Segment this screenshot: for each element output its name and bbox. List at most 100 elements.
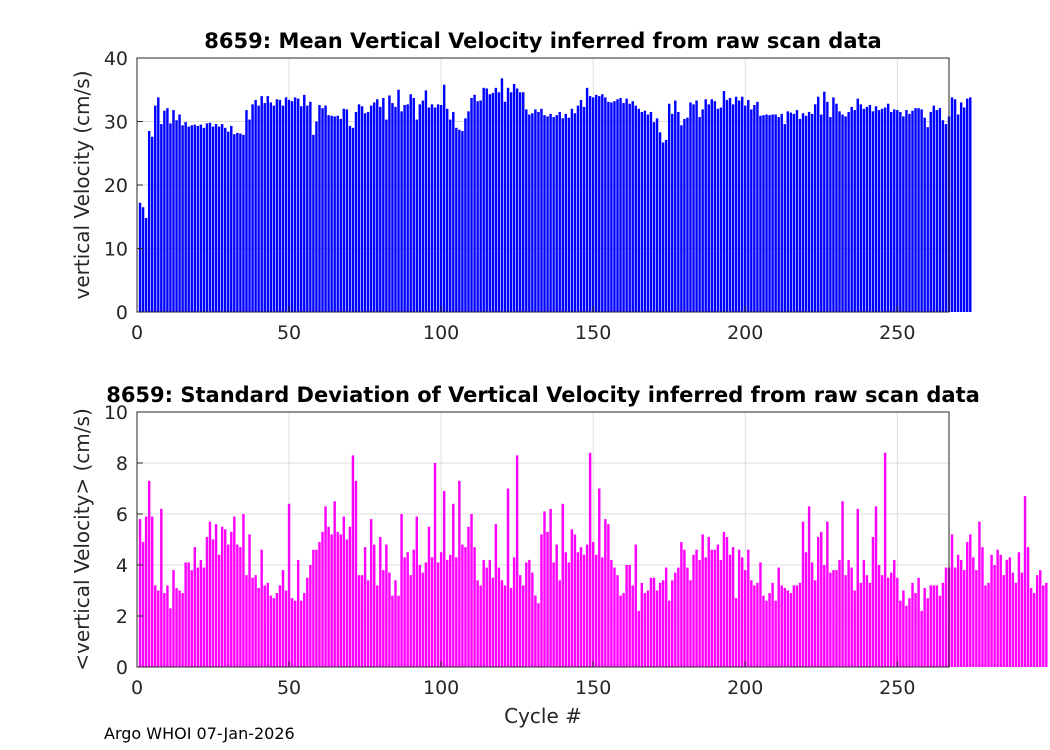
bar: [935, 110, 939, 312]
bar: [394, 106, 397, 313]
bar: [823, 91, 826, 312]
bar: [658, 582, 662, 667]
bar: [750, 109, 753, 312]
bar: [263, 103, 266, 312]
bar: [786, 590, 790, 667]
x-tick-label: 0: [131, 322, 143, 344]
bar: [674, 100, 677, 312]
bar: [360, 106, 364, 312]
bar: [515, 88, 519, 312]
bar: [339, 118, 342, 313]
x-tick-label: 100: [423, 677, 459, 699]
bar: [351, 455, 355, 667]
bar: [363, 113, 367, 312]
bar: [190, 125, 193, 312]
bar: [823, 565, 826, 667]
bar: [205, 123, 209, 312]
bar: [157, 590, 160, 667]
bar: [138, 519, 142, 667]
bar: [473, 94, 476, 312]
y-tick-label: 2: [116, 606, 128, 628]
bar: [582, 554, 586, 667]
bar: [248, 534, 251, 667]
bar: [449, 119, 452, 312]
bar: [309, 565, 312, 667]
bar: [689, 102, 692, 312]
bar: [214, 124, 218, 312]
bar: [683, 549, 686, 667]
bar: [290, 101, 294, 313]
bar: [217, 126, 221, 312]
bar: [886, 103, 890, 312]
bar: [868, 104, 872, 313]
bar: [561, 503, 564, 667]
bar: [1035, 575, 1039, 667]
y-axis-label: <vertical Velocity> (cm/s): [70, 408, 94, 671]
bar: [150, 136, 154, 312]
bar: [719, 559, 723, 667]
bar: [862, 559, 866, 667]
bar: [680, 125, 683, 312]
bar: [193, 124, 196, 312]
bar: [327, 526, 330, 667]
bar: [482, 559, 485, 667]
bar: [591, 97, 595, 313]
bar: [817, 96, 820, 313]
bar: [783, 587, 786, 667]
bar: [941, 582, 945, 667]
bar: [975, 570, 978, 667]
bar: [710, 549, 713, 667]
bar: [242, 134, 245, 312]
bar: [573, 534, 577, 667]
bar: [932, 585, 936, 667]
bar: [950, 97, 954, 313]
bar: [713, 101, 717, 313]
bar: [236, 544, 239, 667]
bar: [424, 90, 428, 312]
bar: [518, 92, 522, 312]
bar: [686, 117, 689, 312]
bar: [829, 572, 832, 667]
bar: [944, 567, 948, 667]
bar: [832, 97, 835, 313]
bar: [233, 516, 236, 667]
bar: [166, 585, 169, 667]
bar: [522, 585, 525, 667]
bar: [762, 595, 765, 667]
bar: [899, 600, 902, 667]
bar: [661, 142, 665, 312]
bar: [792, 113, 796, 312]
bar: [485, 567, 488, 667]
bar: [646, 114, 650, 312]
bar: [202, 567, 206, 667]
y-tick-label: 10: [104, 402, 128, 424]
bar: [181, 125, 184, 312]
bar: [780, 585, 783, 667]
bar: [661, 580, 665, 667]
bar: [865, 575, 869, 667]
bar: [607, 101, 610, 312]
bar: [211, 539, 215, 667]
bar: [303, 94, 306, 312]
y-tick-label: 40: [104, 48, 128, 70]
bar: [862, 108, 866, 312]
bar: [488, 559, 491, 667]
bar: [561, 118, 564, 312]
bar: [281, 105, 285, 313]
bar: [494, 524, 498, 667]
bar: [899, 111, 902, 312]
bar: [306, 577, 309, 667]
bar: [923, 117, 926, 312]
bar: [433, 463, 437, 667]
bar: [798, 582, 802, 667]
bar: [248, 119, 251, 312]
bar: [354, 111, 358, 312]
bar: [905, 110, 908, 312]
bar: [728, 98, 732, 312]
bar: [202, 127, 206, 312]
bar: [829, 117, 832, 312]
bar: [604, 519, 607, 667]
bar: [227, 544, 230, 667]
bar: [175, 120, 178, 312]
bar: [795, 585, 799, 667]
